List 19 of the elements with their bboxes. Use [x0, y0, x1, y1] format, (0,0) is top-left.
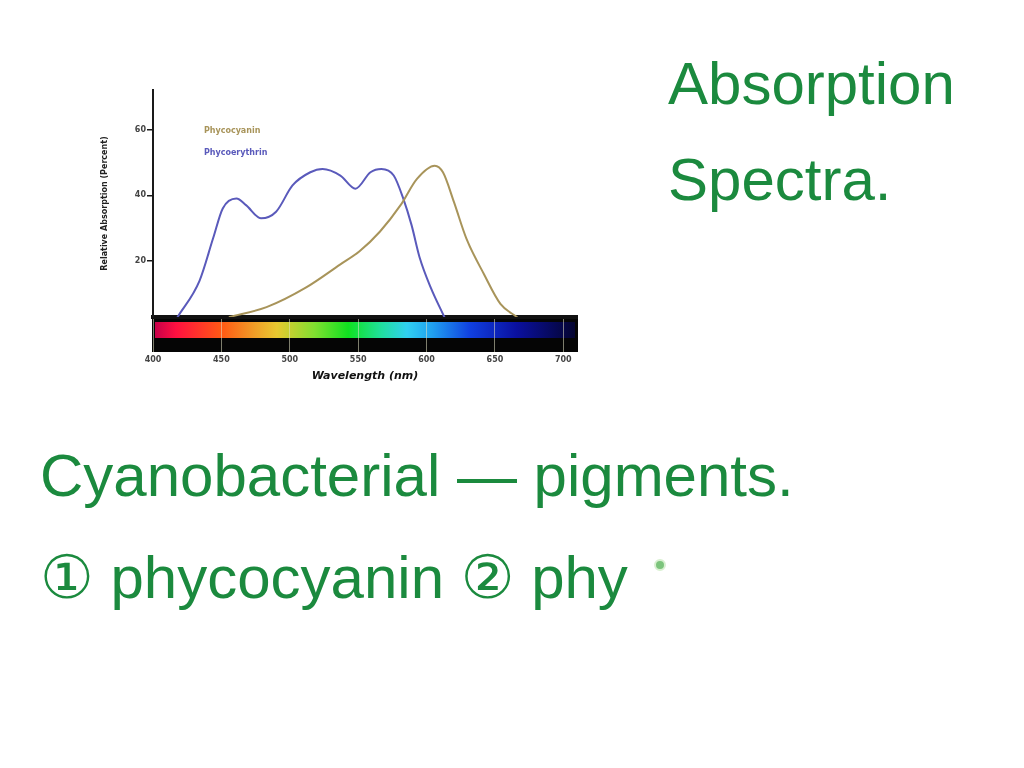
x-axis-title: Wavelength (nm): [311, 369, 419, 383]
x-tick-label: 500: [281, 354, 299, 364]
y-tick-label: 40: [134, 190, 147, 200]
x-tick-label: 550: [349, 354, 367, 364]
x-tick-label: 600: [418, 354, 436, 364]
text: Absorption Spectra.: [668, 49, 956, 215]
x-tick-label: 400: [144, 354, 162, 364]
y-axis-title: Relative Absorption (Percent): [99, 136, 109, 271]
line-series: [176, 167, 446, 317]
text: ① phycocyanin ② phy: [40, 543, 628, 613]
text: Phycocyanin: [203, 125, 261, 135]
line-series: [228, 164, 518, 317]
x-tick-label: 450: [213, 354, 231, 364]
y-tick-label: 20: [134, 256, 147, 266]
text: Cyanobacterial — pigments.: [40, 441, 794, 511]
x-tick-label: 700: [554, 354, 573, 364]
y-tick-label: 60: [134, 124, 147, 134]
x-tick-label: 650: [486, 354, 504, 364]
text: Phycoerythrin: [203, 147, 268, 157]
